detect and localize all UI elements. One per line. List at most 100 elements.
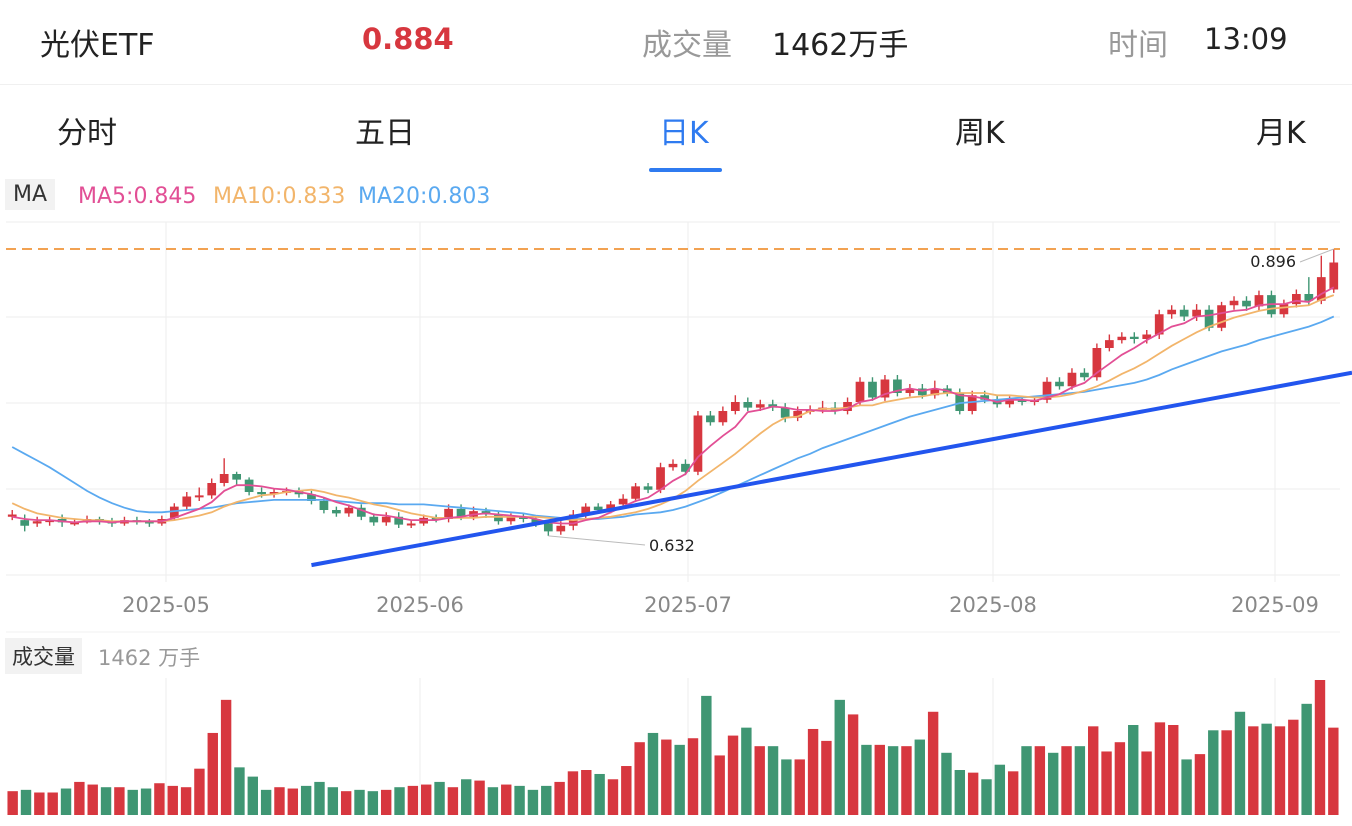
volume-bar (1288, 719, 1299, 815)
time-value: 13:09 (1204, 22, 1288, 56)
volume-bar (1221, 730, 1232, 815)
candle-body (257, 492, 266, 495)
x-axis: 2025-05 2025-06 2025-07 2025-08 2025-09 (122, 593, 1319, 617)
volume-bar (140, 788, 152, 815)
candle-body (693, 415, 703, 472)
period-tabs: 分时 五日 日K 周K 月K (0, 84, 1352, 176)
volume-value: 1462万手 (772, 28, 909, 63)
volume-bar (1234, 711, 1246, 815)
candle-body (344, 507, 354, 514)
ma10-value: MA10:0.833 (213, 184, 346, 209)
candle-body (1229, 300, 1239, 306)
volume-bar (767, 746, 779, 815)
volume-bar (621, 766, 632, 815)
candle-body (955, 393, 965, 411)
volume-bar (981, 779, 992, 815)
volume-bar (527, 789, 539, 815)
volume-bar (661, 739, 672, 815)
volume-bar (1021, 746, 1032, 815)
volume-bar (607, 779, 619, 815)
volume-bar (114, 787, 125, 815)
candle-body (1242, 300, 1251, 307)
volume-bar (1128, 725, 1139, 815)
active-tab-indicator (649, 168, 722, 172)
ma20-value: MA20:0.803 (358, 184, 491, 209)
candle-body (1179, 309, 1189, 317)
volume-bar (220, 699, 232, 815)
ma5-line (12, 286, 1335, 525)
candle-body (1329, 262, 1339, 290)
candle-body (1304, 294, 1314, 301)
candle-body (1117, 336, 1127, 341)
volume-bar (1328, 727, 1339, 815)
candle-body (381, 516, 391, 523)
candle-body (1142, 334, 1152, 339)
volume-bar (927, 711, 939, 815)
volume-bar (300, 785, 312, 815)
candle-body (169, 506, 179, 518)
volume-bar (954, 770, 966, 815)
candle-body (743, 402, 753, 408)
candle-body (618, 498, 628, 505)
volume-bar (941, 752, 952, 815)
candle-body (1192, 309, 1201, 317)
volume-bar (674, 744, 685, 815)
volume-bar (1047, 752, 1059, 815)
current-price: 0.884 (362, 22, 454, 56)
volume-bar (194, 768, 205, 815)
volume-bar (127, 789, 138, 815)
volume-bar (487, 787, 499, 815)
candle-body (780, 407, 790, 418)
candle-body (730, 402, 740, 411)
candle-body (543, 523, 553, 532)
volume-bar (887, 746, 899, 815)
tab-weekly-k[interactable]: 周K (955, 116, 1005, 151)
volume-bar (794, 759, 805, 815)
candle-body (1129, 336, 1139, 339)
candle-body (880, 379, 890, 398)
volume-bar (1007, 771, 1019, 815)
tab-intraday[interactable]: 分时 (57, 116, 117, 151)
candle-body (980, 395, 990, 400)
candle-body (967, 395, 977, 411)
volume-bar (354, 789, 365, 815)
candle-body (232, 474, 242, 480)
volume-bar (260, 789, 272, 815)
candle-body (930, 388, 940, 396)
candle-body (406, 523, 416, 526)
candle-body (506, 516, 516, 522)
tab-daily-k[interactable]: 日K (659, 116, 709, 151)
volume-bar (87, 784, 98, 815)
volume-bar (741, 727, 752, 815)
candle-body (356, 507, 366, 517)
candle-body (681, 463, 690, 472)
candle-body (1067, 372, 1077, 387)
candle-body (219, 474, 229, 483)
volume-bar (1101, 751, 1112, 815)
candle-body (556, 525, 566, 532)
volume-bar (874, 744, 885, 815)
x-tick-label: 2025-06 (376, 593, 464, 617)
volume-bar (1301, 703, 1312, 815)
volume-bar (167, 785, 178, 815)
volume-bar (807, 728, 819, 815)
candle-body (494, 514, 503, 522)
volume-badge[interactable]: 成交量 (5, 638, 82, 674)
volume-bar (1114, 742, 1126, 815)
volume-bar (554, 781, 565, 815)
volume-bar (781, 759, 792, 815)
candle-body (7, 514, 17, 517)
tab-five-day[interactable]: 五日 (355, 116, 415, 151)
candle-body (45, 520, 54, 523)
volume-bar (701, 695, 712, 815)
candle-body (444, 508, 453, 519)
volume-bar (1141, 751, 1152, 815)
candle-body (70, 522, 79, 525)
candle-body (456, 508, 466, 517)
candle-body (369, 516, 379, 523)
volume-bar (421, 784, 432, 815)
volume-bar (154, 783, 165, 815)
tab-monthly-k[interactable]: 月K (1256, 116, 1306, 151)
ma-badge[interactable]: MA (5, 179, 56, 210)
